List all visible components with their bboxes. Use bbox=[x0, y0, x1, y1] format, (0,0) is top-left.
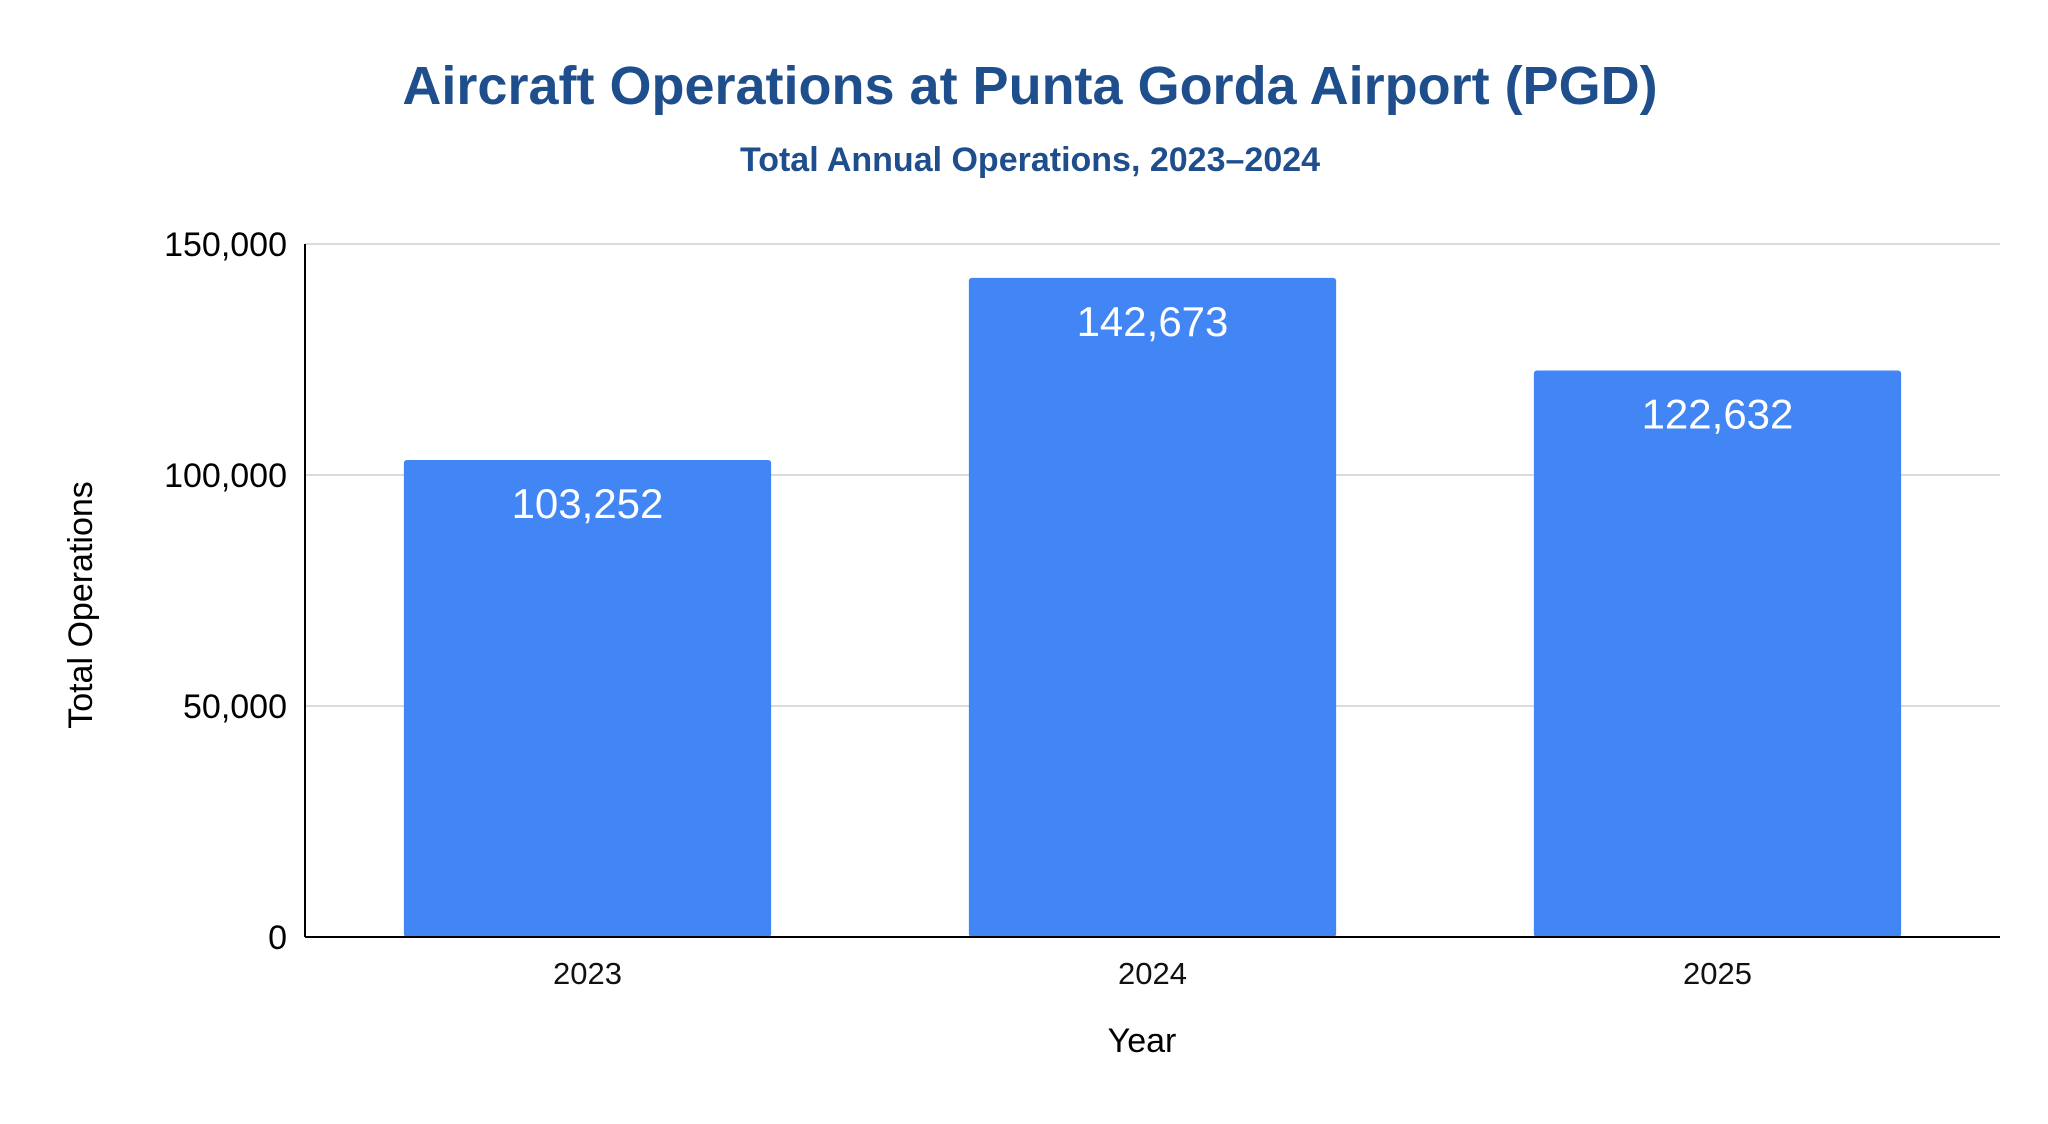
x-tick-label-2024: 2024 bbox=[1118, 956, 1187, 991]
y-tick-label: 150,000 bbox=[164, 226, 287, 264]
y-tick-label: 0 bbox=[268, 919, 287, 957]
chart-title: Aircraft Operations at Punta Gorda Airpo… bbox=[402, 56, 1657, 116]
data-label-2025: 122,632 bbox=[1642, 390, 1794, 437]
bar-2023 bbox=[403, 459, 772, 937]
data-label-2023: 103,252 bbox=[512, 480, 664, 527]
data-label-2024: 142,673 bbox=[1077, 298, 1229, 345]
tick-labels: 0 50,000 100,000 150,000 2023 2024 2025 bbox=[164, 226, 1752, 991]
x-tick-label-2025: 2025 bbox=[1683, 956, 1752, 991]
x-tick-label-2023: 2023 bbox=[553, 956, 622, 991]
x-axis-title: Year bbox=[1108, 1022, 1177, 1060]
data-labels: 103,252 142,673 122,632 bbox=[512, 298, 1794, 527]
bar-2025 bbox=[1533, 370, 1902, 937]
chart-subtitle: Total Annual Operations, 2023–2024 bbox=[740, 141, 1320, 179]
bar-2024 bbox=[968, 277, 1337, 938]
bars bbox=[403, 277, 1902, 938]
y-axis-title: Total Operations bbox=[62, 481, 100, 729]
y-tick-label: 50,000 bbox=[183, 688, 287, 726]
y-tick-label: 100,000 bbox=[164, 457, 287, 495]
